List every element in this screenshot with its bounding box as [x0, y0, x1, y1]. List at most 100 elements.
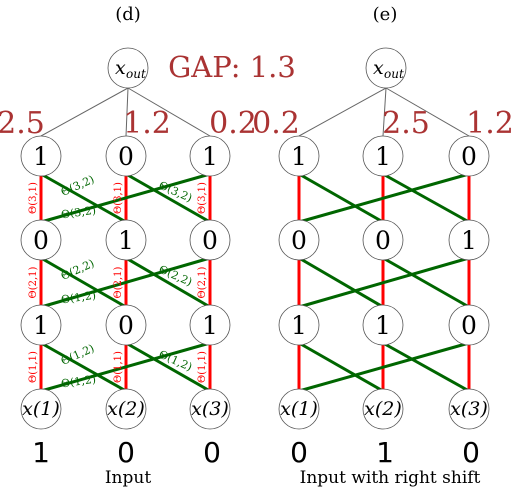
- node-value: 1: [291, 142, 307, 171]
- green-edge-d-2-2: [125, 256, 211, 309]
- input-value-d-1: 1: [32, 436, 50, 469]
- panel-label-d: (d): [115, 4, 141, 25]
- node-value: 1: [118, 226, 134, 255]
- output-edge-d-3: [127, 87, 211, 137]
- node-d-layer2-1: 0: [20, 219, 62, 261]
- weight-e-1: 0.2: [252, 106, 300, 141]
- node-value: 0: [375, 226, 391, 255]
- red-edge-label-d-1-2: Θ(3,1): [113, 182, 124, 214]
- node-value: 1: [461, 226, 477, 255]
- input-node-label: x(2): [364, 398, 402, 420]
- node-d-layer2-2: 1: [105, 219, 147, 261]
- red-edge-label-d-2-3: Θ(2,1): [197, 266, 208, 298]
- node-value: 0: [291, 226, 307, 255]
- weight-e-3: 1.2: [466, 106, 513, 141]
- node-value: 0: [118, 311, 134, 340]
- green-edge-d-3-2: [125, 341, 211, 393]
- node-e-layer1-1: 1: [278, 135, 320, 177]
- weight-d-1: 2.5: [0, 106, 45, 141]
- node-value: 0: [33, 226, 49, 255]
- gap-label: GAP: 1.3: [168, 50, 296, 84]
- edges: [39, 87, 471, 393]
- red-edge-label-d-1-1: Θ(3,1): [28, 182, 39, 214]
- input-node-d-3: x(3): [189, 388, 231, 430]
- green-edge-d-1-1: [40, 172, 127, 224]
- output-edge-e-1: [298, 87, 387, 137]
- green-edge-label-d-1-3: Θ(3,2): [60, 204, 97, 222]
- green-edge-e-2-2: [382, 256, 470, 309]
- node-value: 1: [202, 142, 218, 171]
- input-node-label: x(3): [450, 398, 488, 420]
- node-e-layer3-1: 1: [278, 304, 320, 346]
- input-node-e-3: x(3): [448, 388, 490, 430]
- green-edge-d-1-2: [125, 172, 211, 224]
- green-edge-e-2-1: [298, 256, 384, 309]
- input-node-label: x(1): [280, 398, 318, 420]
- output-node-e: x out: [365, 47, 407, 89]
- node-e-layer2-1: 0: [278, 219, 320, 261]
- output-edge-d-1: [40, 87, 129, 137]
- green-edge-d-3-3: [40, 341, 211, 393]
- input-node-label: x(3): [191, 398, 229, 420]
- green-edge-d-2-3: [40, 256, 211, 309]
- output-node-label: x: [115, 57, 126, 79]
- green-edge-label-d-3-3: Θ(1,2): [60, 373, 97, 391]
- weight-e-2: 2.5: [382, 106, 430, 141]
- output-node-subscript: out: [384, 67, 404, 81]
- node-value: 1: [375, 311, 391, 340]
- node-value: 1: [291, 311, 307, 340]
- input-node-e-2: x(2): [362, 388, 404, 430]
- weight-d-3: 0.2: [209, 106, 257, 141]
- input-value-e-2: 1: [376, 436, 394, 469]
- labels: (d) (e) GAP: 1.3 2.5 1.2 0.2 0.2 2.5 1.2…: [0, 4, 513, 488]
- input-value-e-1: 0: [290, 436, 308, 469]
- node-d-layer3-2: 0: [105, 304, 147, 346]
- input-node-d-2: x(2): [105, 388, 147, 430]
- caption-e: Input with right shift: [300, 468, 481, 488]
- input-node-d-1: x(1): [20, 388, 62, 430]
- red-edge-label-d-2-1: Θ(2,1): [28, 266, 39, 298]
- red-edge-label-d-3-1: Θ(1,1): [28, 351, 39, 383]
- green-edge-e-3-1: [298, 341, 384, 393]
- green-edge-e-3-2: [382, 341, 470, 393]
- green-edge-e-2-3: [298, 256, 470, 309]
- green-edge-e-1-2: [382, 172, 470, 224]
- node-value: 1: [33, 311, 49, 340]
- red-edge-label-d-3-3: Θ(1,1): [197, 351, 208, 383]
- input-node-label: x(2): [107, 398, 145, 420]
- green-edge-e-1-3: [298, 172, 470, 224]
- node-e-layer2-2: 0: [362, 219, 404, 261]
- node-e-layer3-2: 1: [362, 304, 404, 346]
- node-value: 1: [202, 311, 218, 340]
- green-edge-e-1-1: [298, 172, 384, 224]
- node-value: 1: [375, 142, 391, 171]
- node-value: 0: [118, 142, 134, 171]
- node-d-layer2-3: 0: [189, 219, 231, 261]
- node-e-layer2-3: 1: [448, 219, 490, 261]
- node-d-layer3-3: 1: [189, 304, 231, 346]
- green-edge-d-2-1: [40, 256, 127, 309]
- node-e-layer1-2: 1: [362, 135, 404, 177]
- node-e-layer1-3: 0: [448, 135, 490, 177]
- green-edge-label-d-2-3: Θ(1,2): [60, 289, 97, 307]
- input-node-e-1: x(1): [278, 388, 320, 430]
- panel-label-e: (e): [373, 4, 398, 25]
- input-value-d-2: 0: [117, 436, 135, 469]
- green-edge-d-3-1: [40, 341, 127, 393]
- output-node-subscript: out: [126, 67, 146, 81]
- green-edge-e-3-3: [298, 341, 470, 393]
- input-value-e-3: 0: [462, 436, 480, 469]
- output-edge-e-2: [382, 87, 387, 137]
- red-edge-label-d-2-2: Θ(2,1): [113, 266, 124, 298]
- output-node-d: x out: [107, 47, 149, 89]
- node-d-layer1-1: 1: [20, 135, 62, 177]
- node-value: 0: [461, 311, 477, 340]
- node-value: 0: [202, 226, 218, 255]
- node-e-layer3-3: 0: [448, 304, 490, 346]
- input-node-label: x(1): [22, 398, 60, 420]
- red-edge-label-d-1-3: Θ(3,1): [197, 182, 208, 214]
- caption-d: Input: [105, 468, 151, 488]
- weight-d-2: 1.2: [123, 106, 171, 141]
